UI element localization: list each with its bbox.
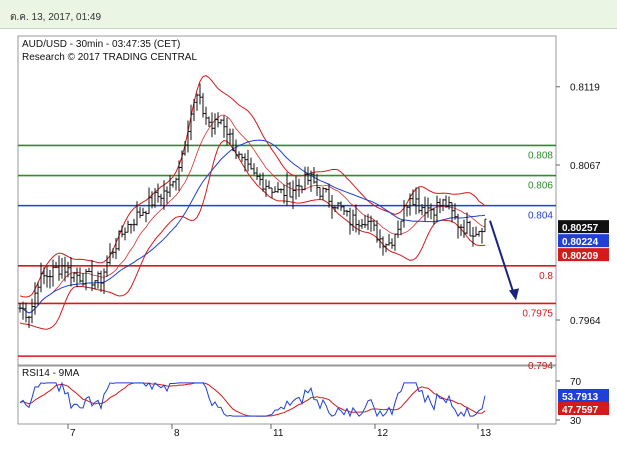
price-tick-label-1: 0.8067 [570, 161, 601, 172]
chart-subtitle: Research © 2017 TRADING CENTRAL [22, 52, 197, 63]
price-badge-bg-0 [558, 220, 609, 234]
level-label-0: 0.808 [528, 150, 553, 161]
forecast-arrow-head [509, 288, 519, 301]
price-tick-label-2: 0.7964 [570, 316, 601, 327]
forecast-arrow-shaft [489, 220, 515, 295]
rsi-badge-bg-0 [558, 389, 609, 402]
price-badge-bg-1 [558, 234, 609, 248]
price-badge-0: 0.80257 [562, 223, 599, 234]
price-badge-2: 0.80209 [562, 251, 599, 262]
level-label-5: 0.794 [528, 361, 553, 372]
upper-band-line [19, 75, 486, 298]
lower-band-line [19, 140, 486, 330]
level-label-4: 0.7975 [522, 308, 553, 319]
price-badge-bg-2 [558, 248, 609, 262]
timestamp-bar: ต.ค. 13, 2017, 01:49 [0, 0, 617, 29]
rsi-tick-label-0: 70 [570, 377, 582, 388]
rsi-badge-1: 47.7597 [562, 405, 599, 416]
timestamp: ต.ค. 13, 2017, 01:49 [10, 12, 102, 23]
day-tick-label-3: 12 [377, 428, 389, 439]
price-tick-label-0: 0.8119 [570, 83, 600, 94]
price-badge-1: 0.80224 [562, 237, 599, 248]
day-tick-label-4: 13 [480, 428, 492, 439]
level-label-1: 0.806 [528, 181, 553, 192]
level-label-2: 0.804 [528, 211, 553, 222]
day-tick-label-0: 7 [70, 428, 76, 439]
rsi-tick-label-1: 30 [570, 416, 582, 427]
rsi-title: RSI14 - 9MA [22, 368, 80, 379]
day-tick-label-1: 8 [174, 428, 180, 439]
chart-title: AUD/USD - 30min - 03:47:35 (CET) [22, 39, 180, 50]
level-label-3: 0.8 [539, 271, 553, 282]
rsi-badge-0: 53.7913 [562, 392, 599, 403]
rsi-panel-frame [17, 365, 557, 425]
rsi-badge-bg-1 [558, 402, 609, 415]
rsi-line [19, 381, 486, 418]
day-tick-label-2: 11 [273, 428, 284, 439]
